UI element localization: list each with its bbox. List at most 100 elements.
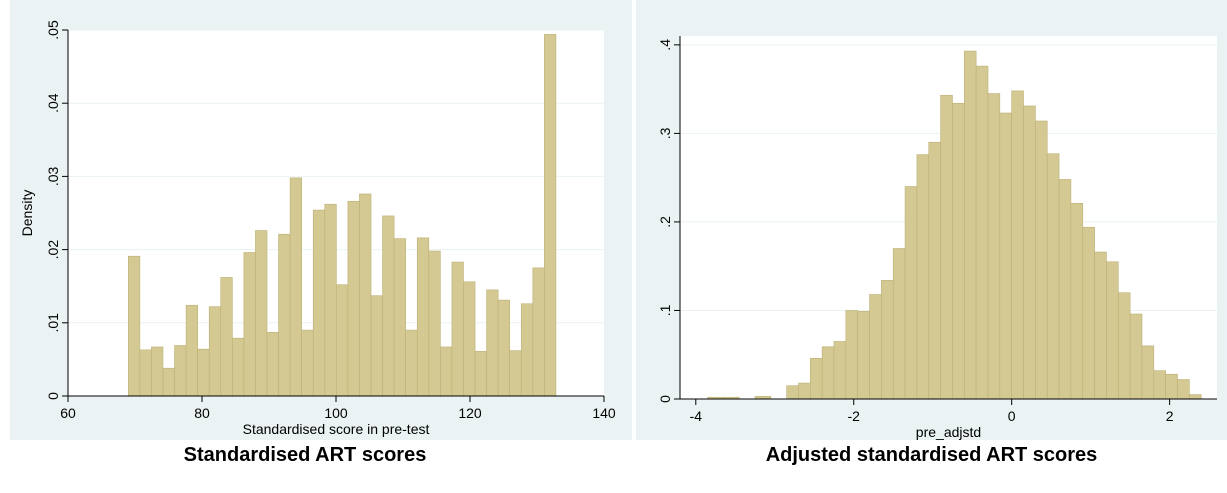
histogram-bar xyxy=(232,337,245,397)
histogram-bar xyxy=(509,350,522,397)
histogram-bar xyxy=(416,237,430,397)
histogram-bar xyxy=(1129,313,1143,400)
histogram-bar xyxy=(1189,394,1202,400)
histogram-bar xyxy=(289,177,302,397)
left-chart-panel: 0 .01 .02 .03 .04 .05 60 80 100 120 140 Standardise… xyxy=(10,0,632,440)
x-tick-label: 0 xyxy=(1008,408,1016,424)
y-tick-label: .4 xyxy=(657,39,673,51)
y-tick-label: .2 xyxy=(657,216,673,228)
histogram-bar xyxy=(1117,292,1131,400)
histogram-bar xyxy=(940,95,953,400)
right-histogram: 0 .1 .2 .3 .4 -4 -2 0 2 pre_adjstd xyxy=(636,0,1227,440)
histogram-bar xyxy=(255,230,268,397)
histogram-bar xyxy=(928,141,941,400)
histogram-bar xyxy=(845,310,858,400)
histogram-bar xyxy=(301,329,314,397)
x-tick-label: -2 xyxy=(848,408,861,424)
histogram-bar xyxy=(440,346,453,397)
x-axis-label: Standardised score in pre-test xyxy=(243,421,430,437)
right-chart-title: Adjusted standardised ART scores xyxy=(765,444,1098,466)
histogram-bar xyxy=(382,215,395,397)
histogram-bar xyxy=(405,329,418,397)
x-tick-label: 120 xyxy=(458,405,482,421)
histogram-bar xyxy=(393,238,406,397)
histogram-bar xyxy=(786,385,799,400)
histogram-bar xyxy=(833,341,847,400)
histogram-bar xyxy=(1165,373,1178,400)
y-tick-label: .1 xyxy=(657,304,673,316)
y-tick-label: 0 xyxy=(45,392,61,400)
histogram-bar xyxy=(1035,120,1048,400)
x-axis-label: pre_adjstd xyxy=(916,424,981,440)
y-tick-label: .04 xyxy=(45,93,61,113)
histogram-bar xyxy=(336,284,349,397)
histogram-bar xyxy=(821,346,835,400)
histogram-bar xyxy=(952,102,965,400)
right-chart-panel: 0 .1 .2 .3 .4 -4 -2 0 2 pre_adjstd xyxy=(636,0,1227,440)
histogram-bar xyxy=(544,34,557,397)
histogram-bar xyxy=(1023,105,1036,400)
x-tick-label: 60 xyxy=(60,405,76,421)
left-histogram: 0 .01 .02 .03 .04 .05 60 80 100 120 140 Standardise… xyxy=(10,0,632,440)
histogram-bar xyxy=(497,299,510,397)
x-tick-label: -4 xyxy=(690,408,703,424)
histogram-bar xyxy=(999,112,1012,400)
histogram-bar xyxy=(474,351,487,397)
y-tick-label: .3 xyxy=(657,127,673,139)
histogram-bar xyxy=(963,50,977,400)
histogram-bar xyxy=(1106,261,1119,400)
histogram-bar xyxy=(428,250,441,397)
histogram-bar xyxy=(324,203,337,397)
x-tick-label: 140 xyxy=(592,405,616,421)
histogram-bar xyxy=(278,233,291,397)
histogram-bar xyxy=(810,357,823,400)
histogram-bar xyxy=(987,93,1001,400)
histogram-bar xyxy=(1177,379,1190,400)
histogram-bar xyxy=(1094,251,1107,400)
y-tick-label: .03 xyxy=(45,166,61,186)
histogram-bar xyxy=(975,65,989,400)
histogram-bar xyxy=(1058,179,1072,400)
histogram-bar xyxy=(370,295,383,397)
histogram-bar xyxy=(1153,370,1166,400)
histogram-bar xyxy=(463,281,476,397)
histogram-bar xyxy=(869,294,882,400)
histogram-bar xyxy=(798,382,811,400)
histogram-bar xyxy=(208,306,222,397)
histogram-bar xyxy=(881,280,894,400)
y-tick-label: .05 xyxy=(45,20,61,40)
y-axis-label: Density xyxy=(19,190,35,237)
histogram-bar xyxy=(451,261,464,397)
y-tick-label: .02 xyxy=(45,240,61,260)
x-tick-label: 80 xyxy=(194,405,210,421)
histogram-bar xyxy=(1070,203,1084,400)
histogram-bar xyxy=(174,345,187,397)
histogram-bar xyxy=(857,311,870,400)
histogram-bar xyxy=(532,267,545,397)
histogram-bar xyxy=(520,303,534,397)
x-tick-label: 100 xyxy=(324,405,348,421)
y-tick-label: 0 xyxy=(657,395,673,403)
left-chart-title: Standardised ART scores xyxy=(183,444,427,466)
histogram-bar xyxy=(151,346,164,397)
histogram-bar xyxy=(185,304,198,397)
histogram-bar xyxy=(347,200,360,397)
histogram-bar xyxy=(1082,226,1095,400)
histogram-bar xyxy=(128,255,141,397)
histogram-bar xyxy=(312,209,326,397)
histogram-bar xyxy=(486,289,499,397)
histogram-bar xyxy=(139,349,152,397)
histogram-bar xyxy=(266,332,279,397)
histogram-bar xyxy=(243,252,256,397)
histogram-bar xyxy=(904,186,918,400)
x-tick-label: 2 xyxy=(1166,408,1174,424)
histogram-bar xyxy=(892,248,906,400)
histogram-bar xyxy=(1046,153,1060,400)
histogram-bar xyxy=(162,367,175,397)
histogram-bar xyxy=(916,154,930,400)
histogram-bar xyxy=(1011,90,1024,400)
histogram-bar xyxy=(197,348,210,397)
y-tick-label: .01 xyxy=(45,313,61,333)
histogram-bar xyxy=(220,277,233,397)
histogram-bar xyxy=(1141,345,1155,400)
